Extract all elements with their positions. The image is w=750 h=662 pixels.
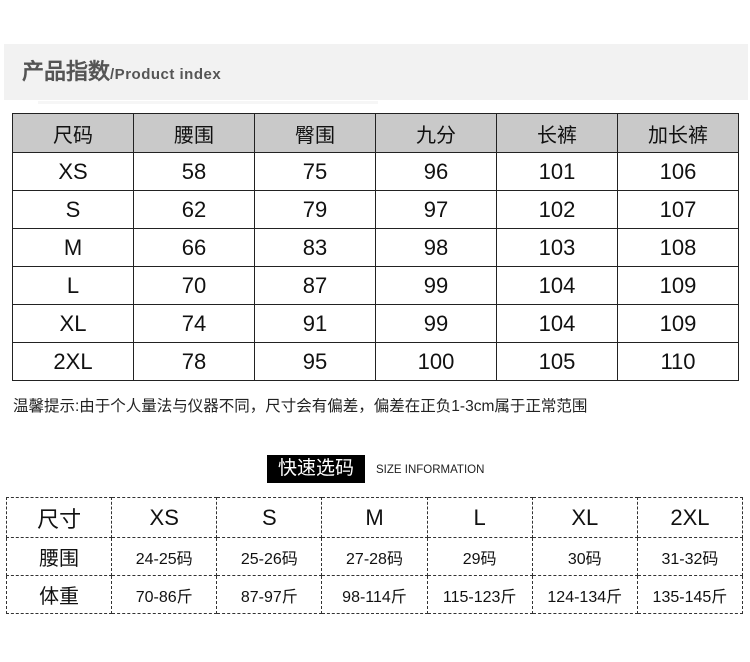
table-cell: 87-97斤 bbox=[216, 575, 323, 614]
table-cell: 107 bbox=[617, 190, 739, 229]
column-header: L bbox=[426, 497, 533, 538]
table-cell: 62 bbox=[133, 190, 255, 229]
table-cell: XS bbox=[12, 152, 134, 191]
section-title-cn: 产品指数 bbox=[22, 59, 111, 84]
divider bbox=[38, 101, 378, 104]
column-header: 加长裤 bbox=[617, 113, 739, 153]
table-cell: 103 bbox=[496, 228, 618, 267]
table-row: S 62 79 97 102 107 bbox=[12, 190, 739, 229]
table-cell: 31-32码 bbox=[636, 537, 744, 576]
table-cell: 98 bbox=[375, 228, 497, 267]
table-cell: 24-25码 bbox=[111, 537, 218, 576]
table-cell: 腰围 bbox=[5, 537, 113, 576]
table-cell: S bbox=[12, 190, 134, 229]
table-cell: 104 bbox=[496, 266, 618, 305]
table-cell: 79 bbox=[254, 190, 376, 229]
table-cell: 27-28码 bbox=[321, 537, 428, 576]
size-info-table: 尺寸 XS S M L XL 2XL 腰围 24-25码 25-26码 27-28码 29码 30码 31… bbox=[5, 497, 744, 614]
table-cell: 102 bbox=[496, 190, 618, 229]
column-header: 2XL bbox=[636, 497, 744, 538]
table-cell: XL bbox=[12, 304, 134, 343]
section-title: 产品指数/Product index bbox=[22, 54, 221, 86]
table-cell: 108 bbox=[617, 228, 739, 267]
table-cell: 体重 bbox=[5, 575, 113, 614]
table-cell: M bbox=[12, 228, 134, 267]
table-row: L 70 87 99 104 109 bbox=[12, 266, 739, 305]
table-row: M 66 83 98 103 108 bbox=[12, 228, 739, 267]
table-cell: 58 bbox=[133, 152, 255, 191]
table-cell: 106 bbox=[617, 152, 739, 191]
column-header: XL bbox=[531, 497, 638, 538]
table-cell: 70-86斤 bbox=[111, 575, 218, 614]
table-cell: 2XL bbox=[12, 342, 134, 381]
table-header-row: 尺码 腰围 臀围 九分 长裤 加长裤 bbox=[12, 113, 739, 153]
product-index-table: 尺码 腰围 臀围 九分 长裤 加长裤 XS 58 75 96 101 106 S 62 79 97 102 107… bbox=[12, 113, 739, 381]
table-cell: 98-114斤 bbox=[321, 575, 428, 614]
table-cell: 25-26码 bbox=[216, 537, 323, 576]
table-row: 腰围 24-25码 25-26码 27-28码 29码 30码 31-32码 bbox=[5, 537, 744, 576]
column-header: 长裤 bbox=[496, 113, 618, 153]
table-cell: 97 bbox=[375, 190, 497, 229]
section-title-en: /Product index bbox=[110, 66, 222, 83]
table-cell: 100 bbox=[375, 342, 497, 381]
table-cell: 78 bbox=[133, 342, 255, 381]
table-cell: 74 bbox=[133, 304, 255, 343]
table-cell: 91 bbox=[254, 304, 376, 343]
table-cell: 101 bbox=[496, 152, 618, 191]
column-header: 尺寸 bbox=[5, 497, 113, 538]
table-cell: L bbox=[12, 266, 134, 305]
quick-select-title: 快速选码 bbox=[267, 455, 365, 483]
table-header-row: 尺寸 XS S M L XL 2XL bbox=[5, 497, 744, 538]
table-cell: 109 bbox=[617, 266, 739, 305]
table-row: XS 58 75 96 101 106 bbox=[12, 152, 739, 191]
column-header: 九分 bbox=[375, 113, 497, 153]
table-cell: 99 bbox=[375, 304, 497, 343]
table-row: XL 74 91 99 104 109 bbox=[12, 304, 739, 343]
column-header: M bbox=[321, 497, 428, 538]
column-header: S bbox=[216, 497, 323, 538]
table-row: 体重 70-86斤 87-97斤 98-114斤 115-123斤 124-134斤 135… bbox=[5, 575, 744, 614]
table-cell: 96 bbox=[375, 152, 497, 191]
column-header: XS bbox=[111, 497, 218, 538]
table-cell: 30码 bbox=[531, 537, 638, 576]
table-cell: 87 bbox=[254, 266, 376, 305]
quick-select-subtitle: SIZE INFORMATION bbox=[376, 464, 485, 476]
table-cell: 75 bbox=[254, 152, 376, 191]
header-band bbox=[4, 44, 748, 100]
table-cell: 109 bbox=[617, 304, 739, 343]
table-cell: 70 bbox=[133, 266, 255, 305]
table-cell: 99 bbox=[375, 266, 497, 305]
table-cell: 105 bbox=[496, 342, 618, 381]
table-cell: 104 bbox=[496, 304, 618, 343]
column-header: 腰围 bbox=[133, 113, 255, 153]
table-cell: 115-123斤 bbox=[426, 575, 533, 614]
sizing-note: 温馨提示:由于个人量法与仪器不同，尺寸会有偏差，偏差在正负1-3cm属于正常范围 bbox=[13, 398, 588, 415]
table-cell: 124-134斤 bbox=[531, 575, 638, 614]
table-cell: 110 bbox=[617, 342, 739, 381]
table-cell: 95 bbox=[254, 342, 376, 381]
column-header: 臀围 bbox=[254, 113, 376, 153]
table-cell: 135-145斤 bbox=[636, 575, 744, 614]
table-cell: 83 bbox=[254, 228, 376, 267]
table-cell: 66 bbox=[133, 228, 255, 267]
table-cell: 29码 bbox=[426, 537, 533, 576]
table-row: 2XL 78 95 100 105 110 bbox=[12, 342, 739, 381]
column-header: 尺码 bbox=[12, 113, 134, 153]
